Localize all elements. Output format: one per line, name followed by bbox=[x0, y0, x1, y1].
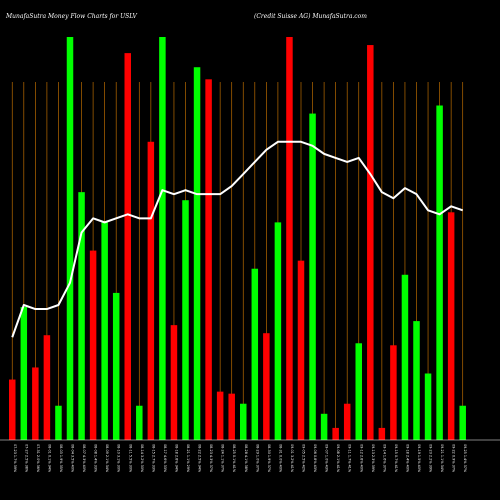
bar-down bbox=[124, 53, 131, 441]
x-tick-label: 08-25 0.1% 41% bbox=[232, 444, 236, 473]
x-tick-label: 08-10 3.1% 30% bbox=[117, 444, 121, 473]
x-tick-label: 08-30 1.9% 37% bbox=[267, 444, 271, 473]
bar-series bbox=[9, 37, 466, 441]
bar-down bbox=[228, 393, 235, 440]
bar-up bbox=[240, 403, 247, 440]
bar-down bbox=[297, 260, 305, 440]
x-tick-label: 08-23 4.3% 37% bbox=[209, 444, 213, 473]
header-right-title: (Credit Suisse AG) MunafaSutra.com bbox=[254, 13, 367, 20]
header-left-title: MunafaSutra Money Flow Charts for USLV bbox=[5, 13, 138, 20]
x-axis-tick-labels: 07-23 1.7% 39% 07-27 2.5% 38% 07-31 2.0% 3… bbox=[13, 444, 467, 473]
bar-up bbox=[112, 292, 120, 440]
x-tick-label: 08-14 3.2% 30% bbox=[140, 444, 144, 473]
bar-down bbox=[216, 391, 224, 440]
bar-down bbox=[43, 335, 51, 440]
x-tick-label: 08-17 4.6% 33% bbox=[163, 444, 167, 473]
x-tick-label: 08-11 5.5% 30% bbox=[128, 444, 132, 473]
bar-down bbox=[286, 37, 293, 440]
x-tick-label: 09-25 1.4% 37% bbox=[463, 444, 467, 473]
bar-up bbox=[251, 268, 259, 440]
bar-up bbox=[309, 113, 316, 440]
x-tick-label: 08-07 4.3% 40% bbox=[82, 444, 86, 473]
bar-up bbox=[20, 307, 28, 440]
bar-down bbox=[343, 403, 351, 440]
bar-down bbox=[147, 141, 155, 440]
bar-up bbox=[136, 405, 143, 440]
x-tick-label: 09-22 0.9% 37% bbox=[452, 444, 456, 473]
x-tick-label: 08-15 2.7% 33% bbox=[151, 444, 155, 473]
flow-line-series bbox=[11, 140, 464, 338]
x-tick-label: 09-01 3.2% 41% bbox=[290, 444, 294, 473]
bar-up bbox=[436, 105, 443, 440]
x-tick-label: 08-22 2.5% 34% bbox=[198, 444, 202, 473]
bar-up bbox=[274, 222, 282, 440]
bar-down bbox=[367, 45, 374, 441]
x-tick-label: 08-21 1.1% 29% bbox=[186, 444, 190, 473]
x-tick-label: 09-05 2.5% 42% bbox=[302, 444, 306, 473]
bar-up bbox=[66, 37, 74, 440]
bar-up bbox=[459, 405, 466, 440]
bar-down bbox=[390, 345, 397, 440]
bar-down bbox=[32, 367, 39, 440]
flow-line bbox=[11, 140, 464, 338]
bar-up bbox=[193, 67, 201, 440]
x-tick-label: 09-19 1.5% 40% bbox=[417, 444, 421, 473]
bar-down bbox=[205, 79, 212, 440]
x-tick-label: 09-06 0.8% 43% bbox=[313, 444, 317, 473]
bar-down bbox=[447, 212, 455, 440]
x-tick-label: 08-08 1.4% 33% bbox=[94, 444, 98, 473]
bar-down bbox=[378, 427, 386, 440]
x-tick-label: 08-31 0.0% 40% bbox=[278, 444, 282, 473]
x-tick-label: 09-11 1.7% 41% bbox=[348, 444, 352, 473]
x-tick-label: 08-29 1.0% 37% bbox=[255, 444, 259, 473]
x-tick-label: 09-08 2.1% 41% bbox=[336, 444, 340, 473]
x-tick-label: 09-18 2.4% 40% bbox=[405, 444, 409, 473]
bar-up bbox=[413, 321, 420, 440]
x-tick-label: 07-27 2.5% 38% bbox=[24, 444, 28, 473]
x-tick-label: 09-21 1.1% 34% bbox=[440, 444, 444, 473]
bar-down bbox=[170, 325, 178, 440]
x-tick-label: 09-20 2.2% 39% bbox=[429, 444, 433, 473]
bar-up bbox=[424, 373, 432, 440]
bar-down bbox=[332, 427, 339, 440]
x-tick-label: 08-03 1.9% 35% bbox=[59, 444, 63, 473]
bar-up bbox=[159, 37, 166, 440]
x-tick-label: 09-13 2.3% 39% bbox=[371, 444, 375, 473]
bar-up bbox=[401, 274, 409, 440]
x-tick-label: 08-18 2.8% 34% bbox=[174, 444, 178, 473]
bar-up bbox=[101, 222, 108, 440]
x-tick-label: 07-23 1.7% 39% bbox=[13, 444, 17, 473]
bar-down bbox=[9, 379, 16, 440]
x-tick-label: 07-31 2.0% 36% bbox=[36, 444, 40, 473]
bar-up bbox=[78, 192, 85, 440]
x-tick-label: 08-24 1.1% 37% bbox=[221, 444, 225, 473]
x-tick-label: 08-28 4.1% 38% bbox=[244, 444, 248, 473]
x-tick-label: 09-12 2.8% 40% bbox=[359, 444, 363, 473]
x-tick-label: 08-09 2.1% 34% bbox=[105, 444, 109, 473]
bar-up bbox=[320, 413, 328, 440]
bar-down bbox=[263, 333, 270, 440]
bar-up bbox=[55, 405, 62, 440]
x-tick-label: 08-01 0.1% 34% bbox=[47, 444, 51, 473]
bar-down bbox=[89, 250, 97, 440]
bar-up bbox=[355, 343, 362, 440]
x-tick-label: 08-04 3.5% 40% bbox=[71, 444, 75, 473]
x-tick-label: 09-14 1.6% 37% bbox=[382, 444, 386, 473]
x-tick-label: 09-07 1.0% 43% bbox=[325, 444, 329, 473]
x-tick-label: 09-15 0.7% 41% bbox=[394, 444, 398, 473]
bar-up bbox=[182, 200, 189, 440]
